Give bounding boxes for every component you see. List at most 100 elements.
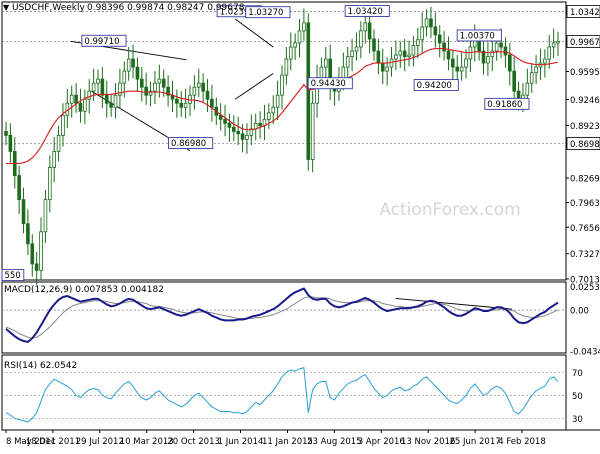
candle-body xyxy=(131,58,135,68)
candle-body xyxy=(161,78,166,88)
candle-body xyxy=(416,39,420,46)
candle-body xyxy=(302,22,306,32)
candle xyxy=(30,234,35,277)
candle-body xyxy=(376,50,381,64)
candle xyxy=(61,103,65,147)
candle xyxy=(345,46,350,80)
candle xyxy=(267,103,271,129)
candle-body xyxy=(372,38,376,52)
candle-body xyxy=(192,86,197,96)
candle xyxy=(437,25,442,58)
candle xyxy=(17,165,21,215)
candle xyxy=(328,44,332,101)
price-tick-label: 1.03420 xyxy=(570,8,600,18)
candle-body xyxy=(30,243,35,265)
candle xyxy=(153,71,157,105)
annotation-box xyxy=(484,97,530,110)
candle xyxy=(144,72,148,105)
candle-body xyxy=(245,134,249,140)
candle xyxy=(69,85,74,118)
x-tick-label: 4 Feb 2018 xyxy=(498,437,546,447)
candle xyxy=(271,95,276,125)
candle-body xyxy=(196,82,201,88)
candle xyxy=(26,209,30,256)
x-tick-label: 13 Nov 2016 xyxy=(401,437,455,447)
candle xyxy=(407,40,411,67)
candle xyxy=(385,57,389,86)
candle xyxy=(512,56,516,101)
macd-tick-label: 0.025353 xyxy=(570,283,600,293)
candle-body xyxy=(179,102,184,108)
candle-body xyxy=(464,58,468,68)
annotation-label: 550 xyxy=(5,271,21,281)
candle-body xyxy=(8,134,13,152)
candle xyxy=(83,89,87,125)
candle-body xyxy=(43,199,48,233)
candle-body xyxy=(293,42,297,48)
candle-body xyxy=(324,58,328,68)
title-arrow-icon: ▼ xyxy=(3,3,10,12)
candle xyxy=(420,12,424,55)
candle xyxy=(74,83,78,113)
candle-body xyxy=(512,70,516,92)
candle-body xyxy=(411,44,416,56)
candle xyxy=(446,36,451,71)
candle-body xyxy=(310,102,315,160)
candle xyxy=(210,84,214,122)
candle xyxy=(543,49,547,78)
annotation-label: 0.86980 xyxy=(171,139,206,149)
candle xyxy=(284,46,289,85)
price-tick-label: 0.79635 xyxy=(570,199,600,209)
rsi-tick-label: 70 xyxy=(572,369,583,379)
candle-body xyxy=(284,58,289,76)
candle xyxy=(372,29,376,61)
annotation-box xyxy=(245,6,291,19)
candle xyxy=(354,32,359,61)
candle xyxy=(359,21,363,59)
candle xyxy=(464,49,468,79)
candle xyxy=(183,88,188,119)
candle xyxy=(262,104,267,141)
annotation-label: 0.91860 xyxy=(487,100,522,110)
candle xyxy=(56,125,61,162)
candle-body xyxy=(529,72,534,84)
rsi-line xyxy=(5,367,559,423)
candle xyxy=(201,73,205,103)
candle-body xyxy=(34,263,39,271)
candle xyxy=(424,9,429,37)
candle-body xyxy=(525,82,530,96)
candle xyxy=(65,88,70,129)
x-tick-label: 8 May 2011 xyxy=(6,437,56,447)
candle-body xyxy=(424,18,429,28)
trend-line xyxy=(234,73,274,100)
candle xyxy=(402,38,407,72)
price-tick-label: 0.82695 xyxy=(570,174,600,184)
candle xyxy=(275,80,280,121)
candle xyxy=(48,155,52,213)
candle xyxy=(280,65,284,110)
candle-body xyxy=(271,106,276,114)
candle xyxy=(547,34,552,69)
candle-body xyxy=(205,90,210,100)
candle xyxy=(135,57,140,92)
candle-body xyxy=(420,26,424,41)
candle xyxy=(12,136,17,189)
candle-body xyxy=(385,66,389,72)
candle-body xyxy=(442,42,446,52)
candle xyxy=(551,28,556,59)
candle-body xyxy=(455,66,460,72)
rsi-tick-label: 50 xyxy=(572,392,583,402)
candle-body xyxy=(78,102,83,112)
macd-trend-line xyxy=(395,297,513,310)
candle-body xyxy=(297,30,302,44)
candle xyxy=(534,55,538,84)
candle xyxy=(398,41,403,68)
candle-body xyxy=(433,26,438,36)
rsi-pane-frame xyxy=(1,354,567,431)
macd-tick-label: -0.043419 xyxy=(570,347,600,357)
candle-body xyxy=(459,66,464,72)
candle-body xyxy=(359,30,363,48)
candle xyxy=(486,42,490,76)
